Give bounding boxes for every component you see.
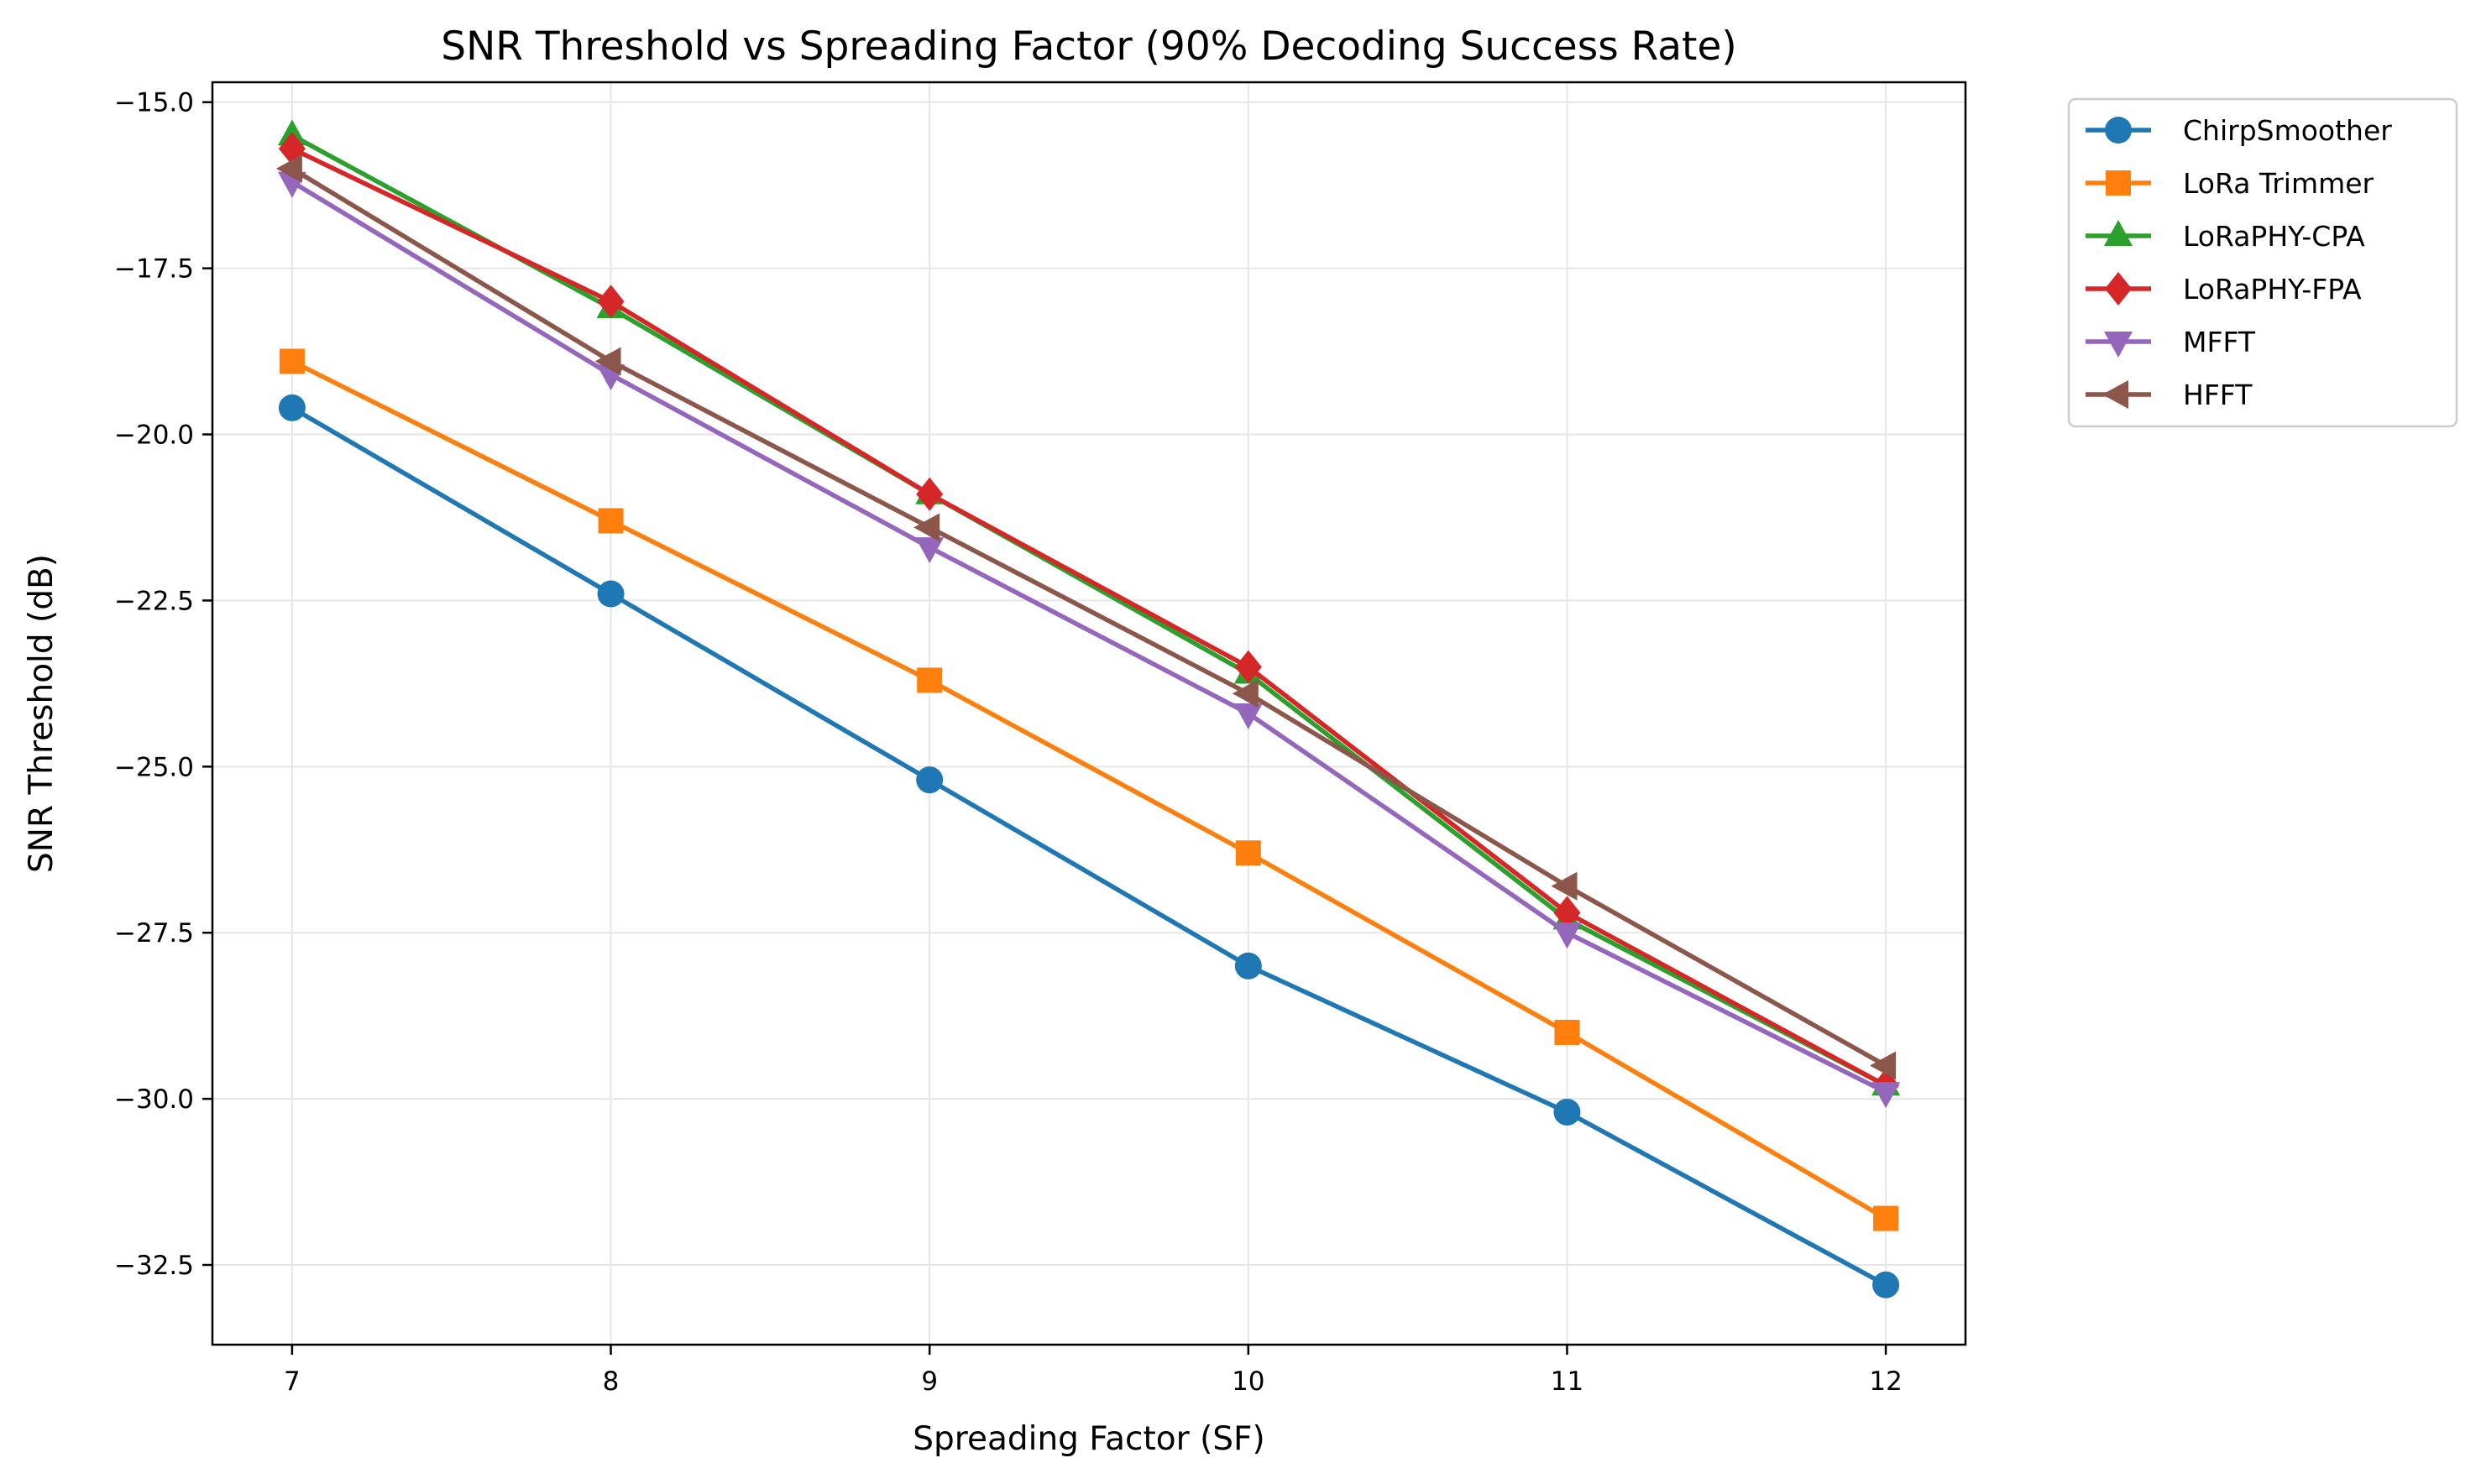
x-tick-label: 8 [603,1366,620,1397]
x-tick-label: 11 [1551,1366,1583,1397]
data-point-lora-trimmer [279,348,305,374]
legend-item: LoRaPHY-CPA [2086,220,2365,253]
plot-frame [211,81,1967,1346]
legend-frame [2067,97,2458,428]
legend-marker [2105,117,2132,144]
series-loraphy-fpa [278,132,1900,1103]
data-point-mfft [1552,922,1582,949]
x-tick-label: 12 [1869,1366,1902,1397]
data-point-hfft [1551,871,1578,901]
series-line-hfft [290,166,1887,1068]
y-tick-label: −32.5 [114,1251,194,1281]
series-lora-trimmer [279,348,1899,1231]
series-chirpsmoother [278,394,1900,1298]
x-tick-label: 10 [1232,1366,1264,1397]
data-point-chirpsmoother [916,766,944,794]
data-point-mfft [1871,1082,1901,1109]
y-axis: −15.0 −17.5 −20.0 −22.5 −25.0 −27.5 −30.0 −32.5 [114,88,212,1281]
grid-lines [212,82,1965,1345]
legend-marker [2106,170,2131,196]
data-point-hfft [594,347,621,376]
series-line-loraphy-fpa [290,146,1887,1088]
x-axis-label: Spreading Factor (SF) [913,1420,1264,1458]
data-point-mfft [915,537,945,564]
x-tick-label: 7 [284,1366,301,1397]
legend-item: MFFT [2086,326,2256,358]
legend-item: LoRa Trimmer [2086,167,2374,200]
y-tick-label: −22.5 [114,586,194,616]
legend-label: LoRa Trimmer [2183,167,2374,200]
legend-marker [2102,380,2128,409]
data-point-chirpsmoother [1553,1098,1581,1126]
y-axis-label: SNR Threshold (dB) [23,554,60,873]
y-tick-label: −27.5 [114,918,194,948]
y-tick-label: −17.5 [114,254,194,285]
data-point-chirpsmoother [1872,1271,1900,1298]
data-point-loraphy-fpa [1553,896,1581,930]
data-series [275,119,1901,1298]
y-tick-label: −15.0 [114,88,194,118]
data-point-hfft [1870,1051,1897,1080]
data-point-lora-trimmer [1873,1205,1899,1231]
legend-marker [2105,272,2132,306]
x-tick-label: 9 [921,1366,938,1397]
legend-marker [2104,332,2133,358]
legend-label: ChirpSmoother [2183,114,2392,147]
data-point-lora-trimmer [917,667,943,693]
series-line-lora-trimmer [290,359,1887,1220]
series-line-loraphy-cpa [290,133,1887,1088]
data-point-chirpsmoother [278,394,306,421]
chart-title: SNR Threshold vs Spreading Factor (90% D… [441,24,1736,70]
y-tick-label: −25.0 [114,752,194,782]
data-point-lora-trimmer [598,508,624,534]
data-point-loraphy-fpa [597,285,625,319]
legend-label: LoRaPHY-FPA [2183,273,2362,306]
data-point-hfft [913,513,940,542]
data-point-chirpsmoother [1234,952,1262,980]
legend-label: HFFT [2183,379,2253,411]
series-line-chirpsmoother [290,405,1887,1288]
series-loraphy-cpa [277,119,1901,1096]
data-point-loraphy-fpa [916,477,944,511]
legend-item: ChirpSmoother [2086,114,2392,147]
data-point-mfft [1233,703,1263,729]
y-tick-label: −30.0 [114,1084,194,1115]
data-point-loraphy-fpa [1234,650,1262,684]
series-mfft [277,171,1901,1109]
data-point-hfft [275,154,302,183]
legend-item: HFFT [2086,379,2253,411]
legend-label: LoRaPHY-CPA [2183,220,2365,253]
series-hfft [275,154,1897,1080]
legend-item: LoRaPHY-FPA [2086,272,2362,306]
data-point-lora-trimmer [1554,1019,1580,1045]
data-point-lora-trimmer [1235,840,1261,866]
data-point-chirpsmoother [597,580,625,608]
legend-label: MFFT [2183,326,2256,358]
data-point-hfft [1232,679,1259,708]
legend: ChirpSmoother LoRa Trimmer LoRaPHY-CPA LoRa… [2067,97,2458,428]
y-tick-label: −20.0 [114,421,194,451]
series-line-mfft [290,180,1887,1095]
legend-marker [2104,220,2133,246]
x-axis: 7 8 9 10 11 12 [284,1345,1903,1397]
